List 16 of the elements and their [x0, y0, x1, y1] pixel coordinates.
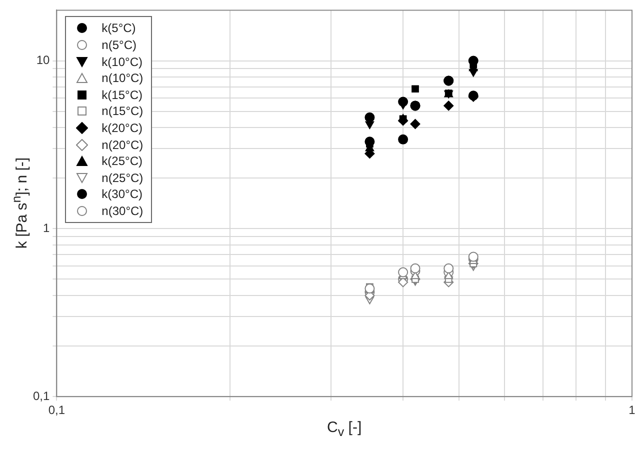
legend-label: k(25°C) [102, 154, 142, 168]
legend-label: n(10°C) [102, 71, 144, 86]
x-axis-title: C$_{v}$ [-] [326, 418, 363, 439]
legend-label: n(20°C) [102, 138, 144, 152]
legend-label: n(5°C) [102, 38, 136, 52]
legend-label: k(5°C) [102, 21, 136, 36]
legend-label: k(10°C) [102, 54, 142, 69]
legend-label: k(30°C) [102, 187, 142, 202]
legend-label: k(15°C) [102, 88, 142, 102]
y-tick-label: 0,1 [32, 388, 50, 403]
legend-label: k(20°C) [102, 121, 142, 136]
legend-label: n(15°C) [102, 104, 144, 118]
y-tick-label: 1 [42, 220, 50, 235]
legend-label: n(30°C) [102, 204, 144, 218]
legend-label: n(25°C) [102, 170, 144, 185]
y-tick-label: 10 [36, 53, 50, 68]
